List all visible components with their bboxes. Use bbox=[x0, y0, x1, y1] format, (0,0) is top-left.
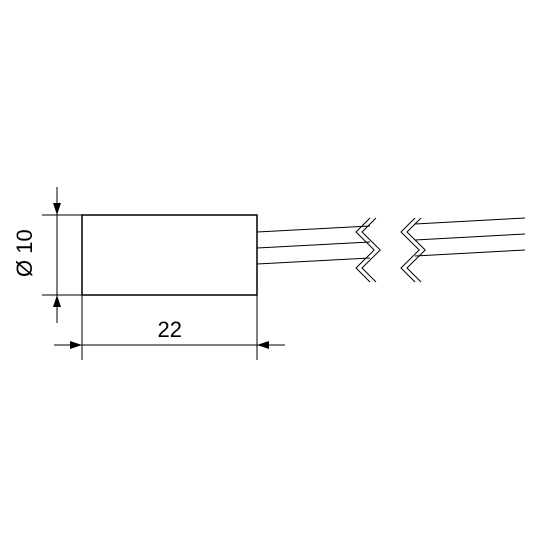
height-dim-label: Ø 10 bbox=[12, 229, 37, 277]
break-mark bbox=[356, 218, 380, 282]
width-dim-label: 22 bbox=[158, 317, 182, 342]
component-body bbox=[82, 215, 257, 295]
lead-wires bbox=[257, 218, 525, 264]
break-mark bbox=[401, 218, 425, 282]
dimension-drawing: Ø 10 22 bbox=[0, 0, 550, 550]
